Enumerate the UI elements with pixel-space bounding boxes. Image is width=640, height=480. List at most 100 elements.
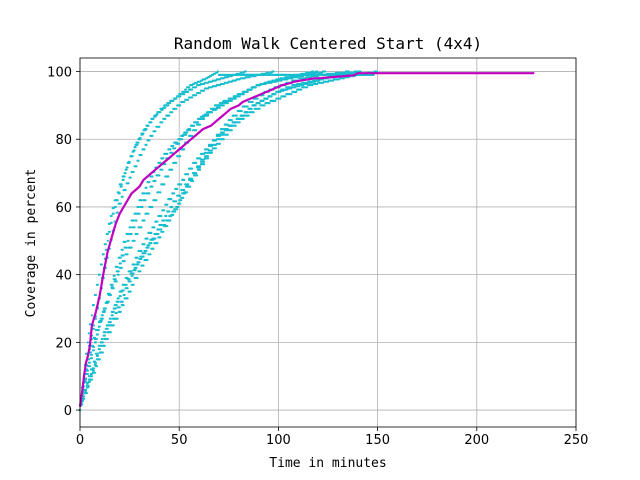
x-tick-label: 0 <box>76 433 84 448</box>
scatter-point <box>161 168 164 171</box>
scatter-point <box>133 239 136 242</box>
scatter-point <box>235 95 238 98</box>
scatter-point <box>94 341 97 344</box>
scatter-point <box>149 121 152 124</box>
scatter-point <box>274 99 277 102</box>
scatter-point <box>132 170 135 174</box>
scatter-point <box>86 369 89 372</box>
scatter-point <box>119 262 122 265</box>
scatter-point <box>218 106 221 109</box>
scatter-point <box>375 70 378 73</box>
scatter-point <box>127 182 130 185</box>
scatter-point <box>166 225 169 228</box>
grid-layer <box>79 58 577 427</box>
scatter-point <box>191 88 194 91</box>
axes-layer <box>79 57 577 428</box>
scatter-point <box>89 351 92 354</box>
scatter-point <box>204 114 208 117</box>
scatter-point <box>168 114 171 117</box>
scatter-point <box>148 192 151 195</box>
scatter-point <box>144 199 147 202</box>
scatter-point <box>242 93 245 96</box>
scatter-point <box>117 191 120 194</box>
scatter-point <box>96 333 99 336</box>
scatter-point <box>114 205 117 209</box>
scatter-point <box>132 283 135 286</box>
scatter-point <box>250 107 253 110</box>
scatter-point <box>148 244 151 247</box>
scatter-point <box>147 212 150 215</box>
scatter-point <box>129 176 132 179</box>
scatter-point <box>152 117 155 120</box>
scatter-point <box>155 199 158 202</box>
scatter-point <box>143 243 146 246</box>
scatter-point <box>97 328 100 332</box>
scatter-point <box>87 358 90 361</box>
scatter-point <box>170 198 173 201</box>
scatter-point <box>158 125 161 128</box>
mean-coverage-line <box>78 72 535 407</box>
scatter-point <box>198 91 202 95</box>
scatter-point <box>178 142 181 145</box>
scatter-point <box>172 213 175 216</box>
scatter-point <box>191 134 194 137</box>
scatter-point <box>171 151 174 154</box>
scatter-point <box>191 177 194 180</box>
scatter-point <box>118 306 121 309</box>
scatter-point <box>147 246 150 249</box>
scatter-point <box>174 147 177 150</box>
scatter-point <box>226 102 229 105</box>
scatter-point <box>93 371 96 374</box>
scatter-point <box>95 365 98 368</box>
scatter-point <box>195 129 198 132</box>
scatter-point <box>140 257 143 260</box>
scatter-point <box>104 331 107 334</box>
scatter-point <box>136 256 139 259</box>
scatter-point <box>238 121 241 124</box>
scatter-point <box>156 242 159 245</box>
scatter-point <box>119 295 122 298</box>
scatter-point <box>143 148 146 151</box>
scatter-point <box>159 191 162 194</box>
scatter-point <box>210 149 213 152</box>
scatter-point <box>258 102 261 105</box>
scatter-point <box>94 293 97 297</box>
scatter-point <box>195 172 198 175</box>
scatter-point <box>138 212 141 215</box>
scatter-point <box>168 210 171 213</box>
scatter-point <box>82 397 86 400</box>
scatter-point <box>125 246 128 249</box>
scatter-point <box>166 152 169 155</box>
scatter-point <box>226 99 229 102</box>
scatter-point <box>90 353 93 356</box>
scatter-point <box>81 399 85 403</box>
scatter-point <box>323 70 327 73</box>
scatter-point <box>158 174 161 177</box>
scatter-point <box>124 240 127 243</box>
scatter-point <box>100 319 103 322</box>
scatter-point <box>254 86 257 89</box>
scatter-point <box>102 253 105 256</box>
scatter-point <box>217 104 220 107</box>
scatter-point <box>140 226 143 229</box>
scatter-point <box>94 317 97 320</box>
scatter-point <box>98 325 101 328</box>
scatter-point <box>126 297 129 300</box>
scatter-point <box>115 280 118 283</box>
scatter-point <box>183 178 186 181</box>
scatter-point <box>137 159 140 162</box>
scatter-point <box>164 163 167 166</box>
scatter-point <box>284 95 287 98</box>
scatter-point <box>198 168 202 171</box>
scatter-point <box>126 287 129 290</box>
scatter-point <box>214 108 217 111</box>
scatter-point <box>246 111 249 114</box>
scatter-point <box>135 165 138 168</box>
scatter-point <box>101 341 104 344</box>
scatter-point <box>230 119 233 122</box>
scatter-point <box>262 99 265 102</box>
scatter-point <box>247 114 250 117</box>
scatter-point <box>284 88 287 91</box>
scatter-point <box>266 97 269 100</box>
scatter-point <box>160 228 163 231</box>
